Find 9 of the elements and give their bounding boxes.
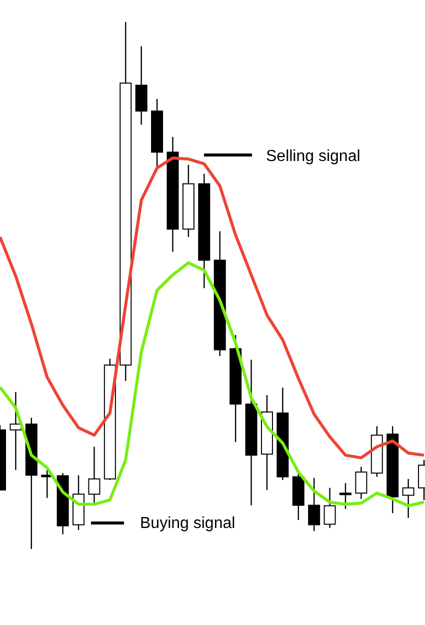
candlestick (308, 477, 320, 532)
candlestick (324, 487, 336, 529)
annotation: Buying signal (140, 515, 236, 532)
candlestick (88, 446, 100, 504)
annotation: Selling signal (266, 148, 360, 165)
candlestick (355, 466, 368, 500)
candlestick (402, 478, 414, 519)
candlestick (10, 391, 22, 471)
candlestick (339, 482, 352, 510)
